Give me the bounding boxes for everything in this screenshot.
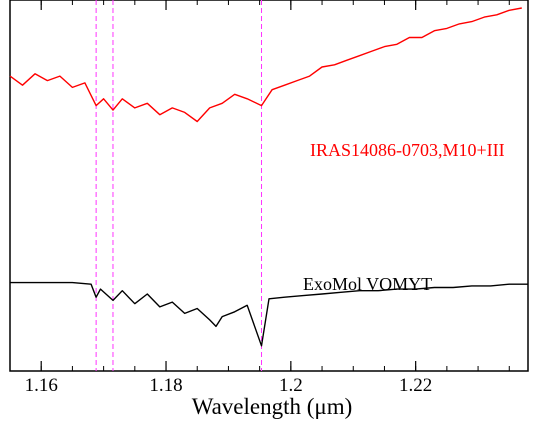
series-layer xyxy=(9,7,528,347)
series-line-black xyxy=(10,281,528,347)
series-label-black: ExoMol VOMYT xyxy=(303,274,432,294)
series-label-red: IRAS14086-0703,M10+III xyxy=(310,140,505,160)
reference-lines xyxy=(95,0,263,371)
x-tick-label: 1.16 xyxy=(25,375,58,396)
x-tick-label: 1.18 xyxy=(149,375,182,396)
x-tick-label: 1.22 xyxy=(399,375,432,396)
x-axis-ticks: 1.16 1.18 1.2 1.22 xyxy=(9,0,510,396)
plot-frame xyxy=(9,0,529,372)
x-tick-label: 1.2 xyxy=(279,375,303,396)
series-line-red xyxy=(9,7,522,123)
x-axis-title: Wavelength (μm) xyxy=(192,394,353,419)
